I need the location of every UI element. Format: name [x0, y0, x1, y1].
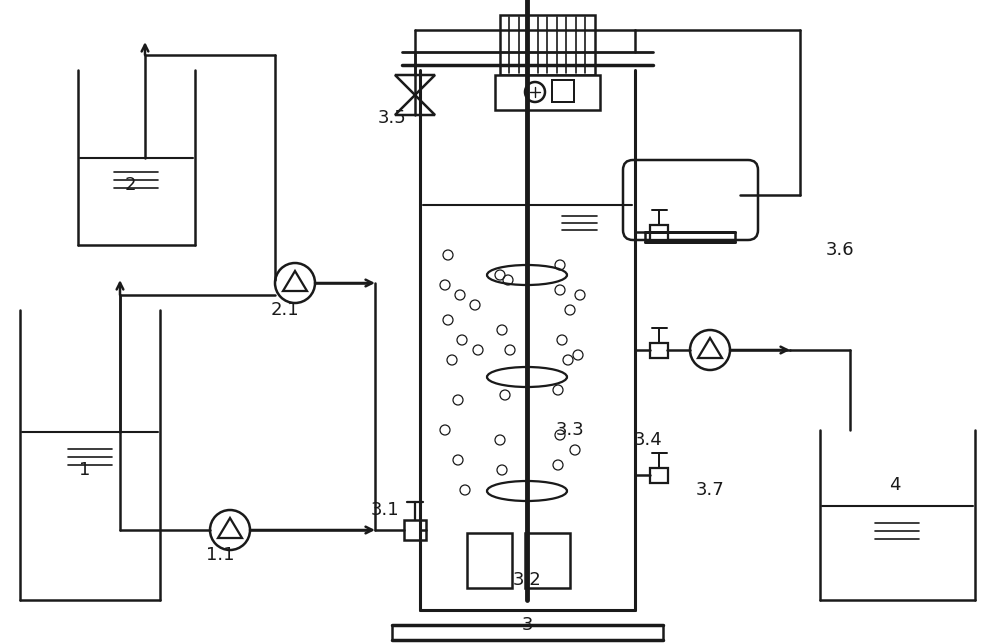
Bar — [650, 225, 668, 240]
FancyBboxPatch shape — [623, 160, 758, 240]
Text: 2.1: 2.1 — [271, 301, 299, 319]
Text: 4: 4 — [889, 476, 901, 494]
Bar — [650, 343, 668, 358]
Text: 2: 2 — [124, 176, 136, 194]
Text: 3.3: 3.3 — [556, 421, 584, 439]
Bar — [525, 533, 570, 588]
Text: 3.2: 3.2 — [513, 571, 541, 589]
Ellipse shape — [487, 481, 567, 501]
Ellipse shape — [487, 265, 567, 285]
Text: 3.7: 3.7 — [696, 481, 724, 499]
Bar — [404, 520, 426, 540]
Text: 3.5: 3.5 — [378, 109, 406, 127]
Text: 3.1: 3.1 — [371, 501, 399, 519]
Text: 3: 3 — [521, 616, 533, 634]
Text: 3.4: 3.4 — [634, 431, 662, 449]
Bar — [495, 75, 600, 110]
Text: 3.6: 3.6 — [826, 241, 854, 259]
Text: 1.1: 1.1 — [206, 546, 234, 564]
Text: 1: 1 — [79, 461, 91, 479]
Bar — [500, 15, 595, 75]
Bar — [467, 533, 512, 588]
Bar — [552, 80, 574, 102]
Ellipse shape — [487, 367, 567, 387]
Bar — [650, 468, 668, 483]
